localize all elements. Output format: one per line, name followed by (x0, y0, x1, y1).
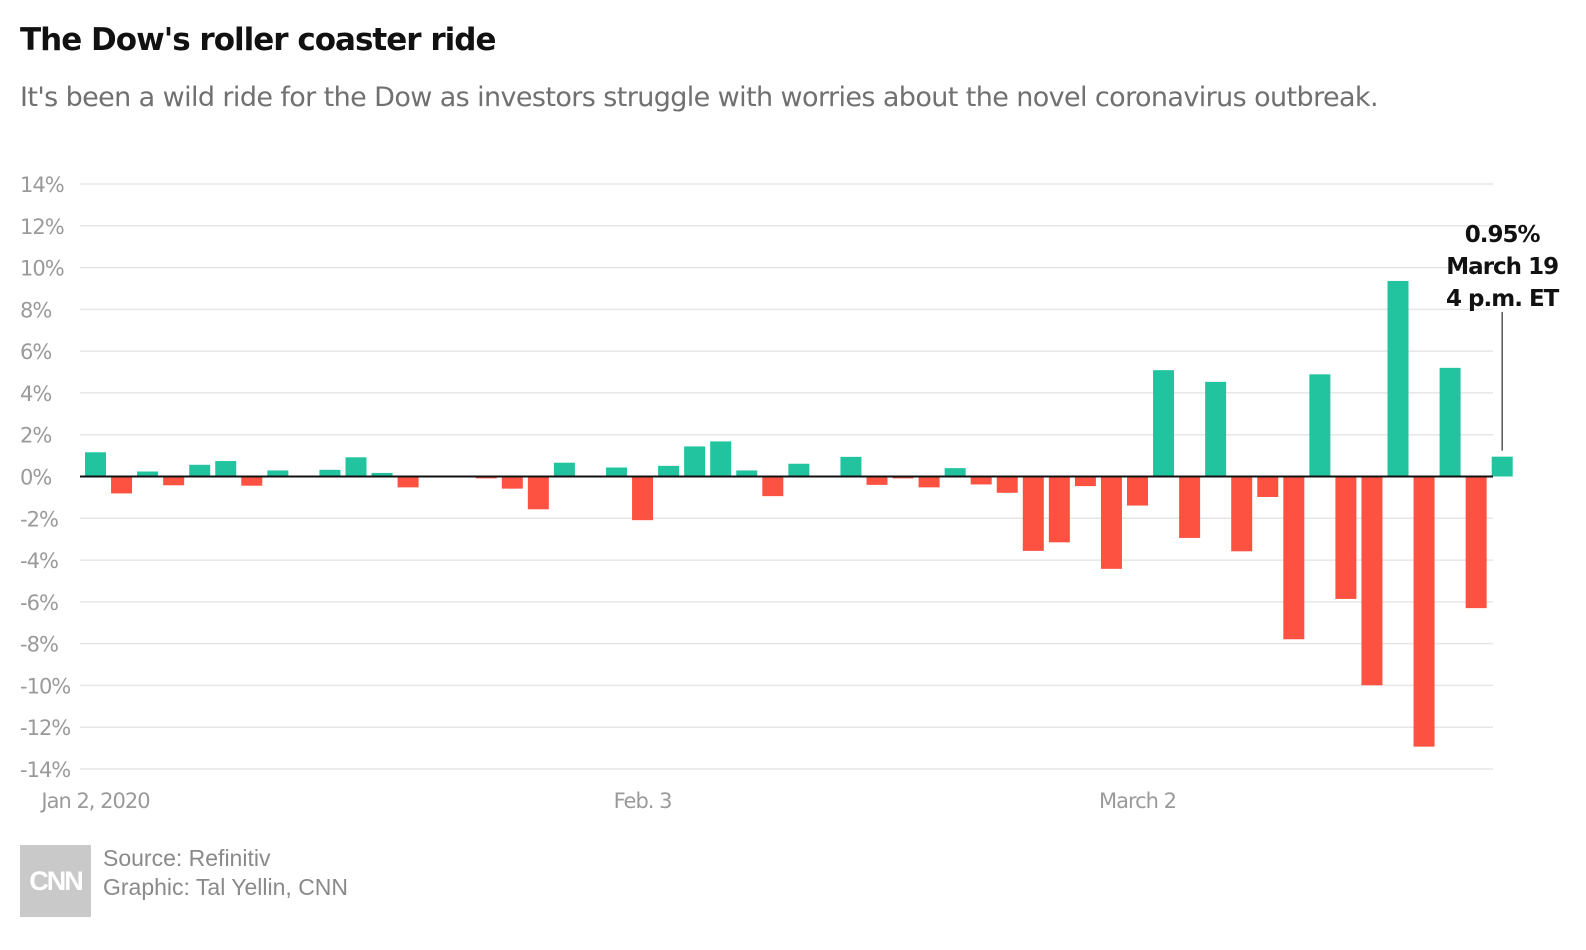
y-tick-label: -6% (20, 591, 58, 615)
y-tick-label: 0% (20, 466, 51, 490)
bar-loss (970, 476, 992, 485)
bar-loss (1231, 476, 1253, 552)
annotation: 0.95% March 19 4 p.m. ET (1446, 222, 1561, 451)
bar-gain (553, 462, 575, 477)
bar-gain (1439, 367, 1461, 477)
bar-loss (632, 476, 654, 521)
bar-gain (1153, 370, 1175, 477)
bar-gain (371, 472, 393, 477)
bar-loss (1413, 476, 1435, 747)
y-tick-label: 6% (20, 340, 51, 364)
bar-loss (1257, 476, 1279, 497)
bar-gain (606, 467, 627, 477)
bar-gain (345, 457, 367, 477)
y-tick-label: -14% (20, 758, 70, 782)
bar-gain (840, 456, 862, 477)
bar-loss (1283, 476, 1305, 640)
dow-daily-change-chart: 14% 12% 10% 8% 6% 4% 2% 0% -2% -4% -6% -8% -10% -12% -… (20, 173, 1561, 813)
cnn-logo-text: CNN (29, 865, 83, 896)
grid-lines (80, 183, 1493, 770)
source-credit: Source: Refinitiv (103, 845, 271, 871)
y-tick-label: -10% (20, 674, 70, 698)
bar-gain (684, 446, 706, 477)
graphic-credit: Graphic: Tal Yellin, CNN (103, 874, 349, 900)
bar-loss (1361, 476, 1383, 686)
y-tick-label: 10% (20, 257, 64, 281)
bar-gain (267, 470, 289, 477)
bar-loss (501, 476, 523, 489)
x-tick-label: March 2 (1099, 789, 1176, 813)
chart-subtitle: It's been a wild ride for the Dow as inv… (20, 82, 1379, 113)
bar-loss (1074, 476, 1096, 487)
y-tick-label: 12% (20, 215, 64, 239)
bar-loss (111, 476, 133, 494)
bar-loss (866, 476, 888, 485)
y-tick-label: 14% (20, 173, 64, 197)
y-axis-tick-labels: 14% 12% 10% 8% 6% 4% 2% 0% -2% -4% -6% -8% -10% -12% -… (20, 173, 71, 782)
y-tick-label: 2% (20, 424, 51, 448)
bar-loss (1048, 476, 1070, 543)
cnn-logo: CNN (20, 845, 91, 917)
x-tick-label: Jan 2, 2020 (39, 789, 149, 813)
bar-gain (1387, 280, 1409, 477)
y-tick-label: -4% (20, 549, 58, 573)
bar-loss (1100, 476, 1122, 569)
y-tick-label: -12% (20, 716, 70, 740)
bar-loss (1465, 476, 1487, 609)
bar-gain (137, 471, 159, 477)
bar-gain (736, 470, 758, 477)
bar-loss (1179, 476, 1201, 538)
annotation-label: 0.95% (1465, 222, 1541, 248)
bar-gain (189, 464, 211, 477)
bar-loss (762, 476, 784, 497)
bar-gain (1491, 456, 1513, 477)
bar-loss (397, 476, 419, 488)
x-axis-tick-labels: Jan 2, 2020 Feb. 3 March 2 (39, 789, 1177, 813)
bars (85, 280, 1513, 747)
y-tick-label: 8% (20, 298, 51, 322)
bar-loss (1127, 476, 1148, 506)
bar-loss (918, 476, 940, 488)
x-tick-label: Feb. 3 (614, 789, 672, 813)
y-tick-label: -2% (20, 507, 58, 531)
bar-gain (319, 469, 341, 477)
y-tick-label: -8% (20, 633, 58, 657)
annotation-label: 4 p.m. ET (1446, 286, 1560, 312)
bar-loss (1022, 476, 1044, 551)
bar-gain (788, 463, 810, 477)
bar-gain (215, 461, 237, 477)
bar-loss (527, 476, 549, 510)
bar-loss (241, 476, 263, 486)
bar-loss (996, 476, 1018, 493)
bar-gain (658, 465, 680, 477)
bar-loss (1335, 476, 1357, 599)
bar-gain (1309, 374, 1331, 477)
chart-title: The Dow's roller coaster ride (20, 22, 496, 58)
bar-loss (163, 476, 185, 486)
annotation-label: March 19 (1446, 254, 1558, 280)
bar-gain (1205, 381, 1227, 477)
bar-gain (85, 452, 106, 477)
bar-gain (710, 441, 732, 477)
y-tick-label: 4% (20, 382, 51, 406)
bar-gain (944, 468, 966, 477)
